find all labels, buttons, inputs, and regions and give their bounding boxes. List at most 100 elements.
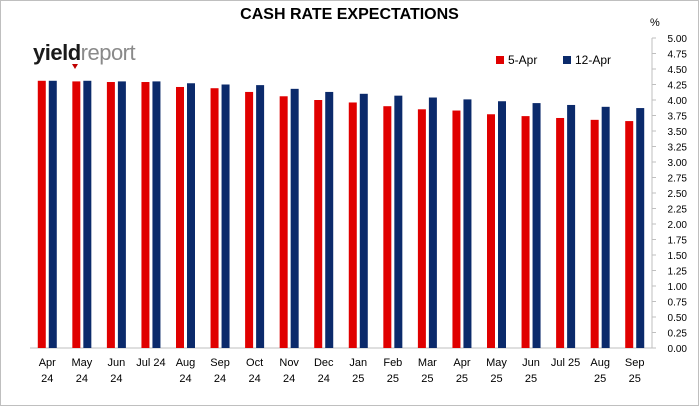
bar-12-apr — [152, 81, 161, 349]
bar-5-apr — [37, 80, 46, 348]
bar-5-apr — [106, 82, 115, 349]
y-tick-label: 2.50 — [668, 189, 688, 200]
logo-text-report: report — [80, 40, 136, 65]
x-tick-label-year: 25 — [421, 373, 433, 385]
x-tick-label: Apr — [39, 357, 56, 369]
bar-12-apr — [636, 108, 645, 348]
bar-5-apr — [417, 109, 426, 348]
x-tick-label-year: 25 — [456, 373, 468, 385]
legend-label-5-apr: 5-Apr — [508, 53, 538, 67]
bar-5-apr — [245, 91, 254, 348]
bar-5-apr — [590, 119, 599, 348]
bar-5-apr — [383, 106, 392, 348]
legend-item-12-apr: 12-Apr — [563, 53, 611, 67]
x-tick-label: Jun — [522, 357, 540, 369]
bar-5-apr — [210, 88, 219, 348]
bar-12-apr — [48, 80, 57, 348]
logo-text-yield: yield — [33, 40, 81, 65]
y-tick-label: 0.50 — [668, 313, 688, 324]
bar-12-apr — [290, 88, 299, 348]
bar-5-apr — [72, 81, 81, 349]
bar-12-apr — [532, 103, 541, 348]
yieldreport-logo: yieldreport — [33, 40, 136, 68]
legend-label-12-apr: 12-Apr — [575, 53, 612, 67]
y-tick-label: 0.25 — [668, 329, 688, 340]
x-tick-label: Sep — [625, 357, 645, 369]
x-tick-label: Sep — [210, 357, 230, 369]
x-tick-label: Apr — [453, 357, 470, 369]
x-tick-label-year: 25 — [594, 373, 606, 385]
bar-5-apr — [176, 86, 184, 348]
x-tick-label: Aug — [176, 357, 196, 369]
y-tick-label: 4.50 — [668, 65, 688, 76]
bar-5-apr — [521, 116, 530, 349]
x-tick-label-year: 25 — [352, 373, 364, 385]
y-tick-label: 5.00 — [668, 34, 688, 45]
x-tick-label-year: 25 — [387, 373, 399, 385]
chart-title: CASH RATE EXPECTATIONS — [240, 6, 459, 23]
x-tick-label-year: 24 — [318, 373, 330, 385]
x-tick-label-year: 24 — [41, 373, 53, 385]
logo-marker-icon — [72, 64, 78, 69]
legend-swatch-5-apr — [496, 56, 504, 64]
bar-12-apr — [498, 101, 506, 349]
y-tick-label: 1.50 — [668, 251, 688, 262]
bar-5-apr — [141, 82, 150, 349]
y-tick-label: 4.25 — [668, 81, 688, 92]
y-tick-label: 3.50 — [668, 127, 688, 138]
bar-5-apr — [625, 121, 634, 348]
x-tick-label: May — [486, 357, 507, 369]
bar-12-apr — [325, 91, 334, 348]
y-tick-label: 3.00 — [668, 158, 688, 169]
x-tick-label-year: 25 — [490, 373, 502, 385]
y-tick-label: 3.75 — [668, 112, 688, 123]
legend-swatch-12-apr — [563, 56, 571, 64]
y-tick-label: 2.00 — [668, 220, 688, 231]
x-tick-label: Jul 24 — [136, 357, 165, 369]
y-tick-label: 0.75 — [668, 298, 688, 309]
bar-5-apr — [556, 117, 565, 348]
y-tick-label: 0.00 — [668, 344, 688, 355]
y-axis-unit: % — [650, 17, 660, 29]
bar-12-apr — [359, 93, 368, 348]
bar-12-apr — [394, 95, 403, 348]
y-tick-label: 1.75 — [668, 236, 688, 247]
x-tick-label-year: 24 — [248, 373, 260, 385]
x-tick-label: Nov — [279, 357, 299, 369]
bar-12-apr — [221, 84, 230, 348]
y-tick-label: 4.00 — [668, 96, 688, 107]
x-tick-label-year: 25 — [629, 373, 641, 385]
y-tick-label: 2.75 — [668, 174, 688, 185]
bar-5-apr — [314, 100, 323, 348]
x-tick-label: Dec — [314, 357, 334, 369]
x-tick-label-year: 24 — [283, 373, 295, 385]
y-tick-label: 4.75 — [668, 50, 688, 61]
y-tick-label: 2.25 — [668, 205, 688, 216]
x-tick-label: May — [71, 357, 92, 369]
bar-12-apr — [256, 85, 265, 349]
legend-item-5-apr: 5-Apr — [496, 53, 537, 67]
y-tick-label: 1.00 — [668, 282, 688, 293]
x-tick-label-year: 25 — [525, 373, 537, 385]
bar-12-apr — [601, 106, 610, 348]
x-tick-label-year: 24 — [76, 373, 88, 385]
bar-12-apr — [463, 99, 472, 348]
bar-5-apr — [279, 96, 288, 348]
bar-5-apr — [348, 102, 357, 348]
bar-12-apr — [187, 83, 195, 348]
x-tick-label-year: 24 — [179, 373, 191, 385]
y-tick-label: 3.25 — [668, 143, 688, 154]
bar-5-apr — [452, 110, 461, 348]
x-tick-label-year: 24 — [110, 373, 122, 385]
x-tick-label: Jul 25 — [551, 357, 580, 369]
x-tick-label: Jan — [349, 357, 367, 369]
bar-12-apr — [117, 81, 126, 349]
x-tick-label: Oct — [246, 357, 263, 369]
bar-5-apr — [487, 114, 495, 348]
x-tick-label: Jun — [108, 357, 126, 369]
bar-12-apr — [83, 80, 92, 348]
x-tick-label: Feb — [383, 357, 402, 369]
x-tick-label-year: 24 — [214, 373, 226, 385]
x-tick-label: Aug — [590, 357, 610, 369]
